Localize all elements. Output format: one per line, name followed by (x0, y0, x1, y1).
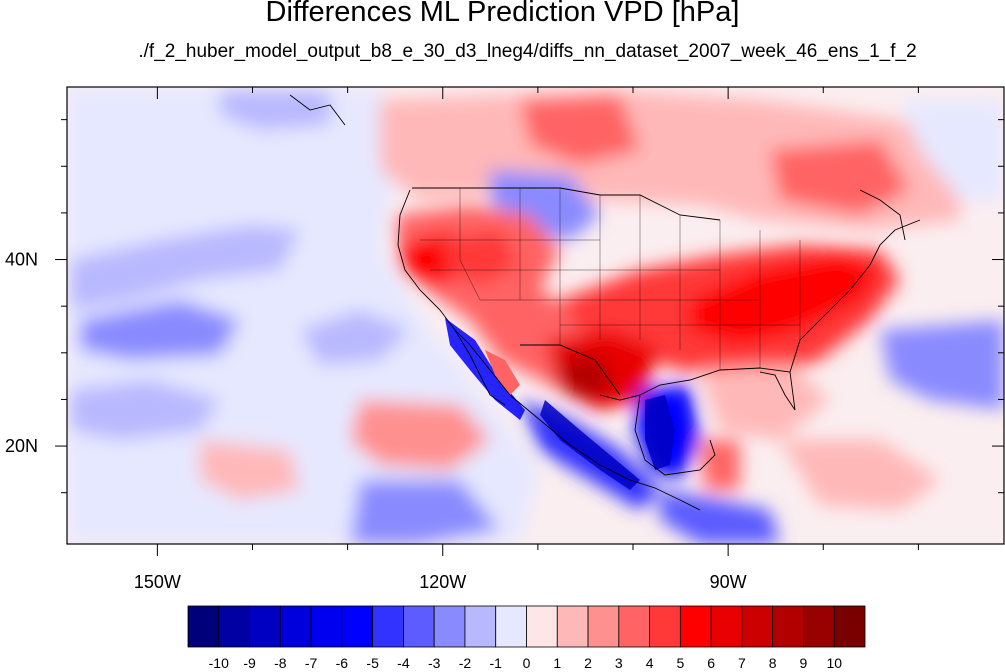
gulf-coastline (599, 367, 796, 411)
colorbar-swatch (803, 605, 835, 648)
field-labrador-pale (900, 100, 1004, 200)
colorbar-label: -8 (274, 655, 287, 671)
colorbar-label: -4 (397, 655, 410, 671)
colorbar-label: 5 (676, 655, 684, 671)
colorbar-label: 3 (615, 655, 623, 671)
map-coastlines (289, 94, 921, 511)
field-pacific-band-south (70, 380, 220, 440)
colorbar-swatch (526, 605, 558, 648)
field-baja-blue (445, 318, 525, 420)
colorbar-label: -6 (336, 655, 349, 671)
colorbar-label: 6 (707, 655, 715, 671)
field-gulf-of-alaska (220, 90, 330, 130)
colorbar-swatch (772, 605, 804, 648)
colorbar-swatch (279, 605, 312, 648)
baja-peninsula (454, 329, 506, 406)
colorbar-swatch (341, 605, 374, 648)
colorbar-swatch (249, 605, 281, 648)
field-blobs (67, 87, 1004, 544)
colorbar-label: 9 (800, 655, 808, 671)
field-sierra-madre-core (540, 400, 640, 490)
field-gulf-pink (700, 365, 830, 440)
field-yucatan-red (700, 440, 740, 490)
us-mexico-border (520, 344, 621, 396)
field-caribbean-pink (780, 440, 940, 510)
colorbar-swatch (710, 605, 743, 648)
colorbar-label: 10 (826, 655, 842, 671)
colorbar-label: -9 (243, 655, 256, 671)
axis-tick-labels: 150W 120W 90W 20N 40N (5, 250, 747, 592)
colorbar-swatch (741, 605, 774, 648)
atlantic-coastline (789, 219, 921, 373)
field-off-mexico-south (350, 480, 500, 544)
colorbar-swatch (187, 605, 220, 648)
field-sharp-features (445, 318, 675, 490)
field-baja-red (485, 350, 520, 395)
pacific-coastline (397, 189, 701, 511)
x-tick-label: 120W (419, 572, 466, 592)
colorbar-swatch (495, 605, 527, 648)
colorbar-label: 8 (769, 655, 777, 671)
colorbar-label: -5 (366, 655, 379, 671)
colorbar-label: 1 (553, 655, 561, 671)
colorbar-label: -3 (428, 655, 441, 671)
field-pacific-band-core (80, 300, 240, 360)
maine-coast (859, 189, 906, 241)
colorbar-label: 0 (523, 655, 531, 671)
colorbar-label: -2 (459, 655, 472, 671)
colorbar-labels: -10 -9 -8 -7 -6 -5 -4 -3 -2 -1 0 1 2 3 4 5 6 7 8 9 10 (209, 655, 843, 671)
x-tick-label: 90W (710, 572, 747, 592)
y-tick-label: 20N (5, 436, 38, 456)
colorbar-swatch (372, 605, 404, 648)
field-pacific-south-pink (200, 440, 300, 500)
colorbar-swatch (649, 605, 681, 648)
field-central-america-blue (660, 490, 780, 544)
colorbar-label: 4 (646, 655, 654, 671)
mexico-gulf-coast (634, 394, 716, 476)
state-borders (420, 188, 801, 370)
canada-us-border (412, 187, 721, 221)
colorbar-swatch (587, 605, 620, 648)
colorbar-label: -1 (490, 655, 503, 671)
field-gulf-core (645, 395, 675, 470)
colorbar-swatch (556, 605, 589, 648)
colorbar-label: -7 (305, 655, 318, 671)
colorbar-swatch (679, 605, 712, 648)
colorbar (187, 605, 866, 648)
x-tick-label: 150W (134, 572, 181, 592)
alaska-coast (289, 94, 346, 126)
colorbar-swatch (464, 605, 497, 648)
axis-ticks (55, 87, 1004, 556)
map-area (67, 87, 1004, 544)
chart-title: Differences ML Prediction VPD [hPa] (265, 0, 740, 28)
field-pacific-band-north (70, 225, 300, 310)
field-ohio-valley-core (690, 255, 880, 345)
field-pacific-band-east (300, 310, 410, 365)
colorbar-swatch (833, 605, 866, 648)
colorbar-label: 2 (584, 655, 592, 671)
colorbar-swatch (433, 605, 466, 648)
field-canada-red-west (520, 95, 640, 165)
field-texas-hottest (560, 355, 615, 400)
colorbar-swatch (618, 605, 650, 648)
colorbar-swatch (218, 605, 250, 648)
field-pacific-subtropics-red (350, 400, 490, 470)
field-atlantic-blue (880, 320, 1004, 410)
colorbar-label: -10 (209, 655, 229, 671)
colorbar-label: 7 (738, 655, 746, 671)
y-tick-label: 40N (5, 250, 38, 270)
field-canada-red-east (770, 140, 910, 215)
colorbar-swatch (310, 605, 343, 648)
chart-subtitle: ./f_2_huber_model_output_b8_e_30_d3_lneg… (138, 41, 917, 62)
plot-frame (66, 86, 1005, 545)
state-grid (420, 188, 801, 370)
colorbar-swatch (403, 605, 435, 648)
